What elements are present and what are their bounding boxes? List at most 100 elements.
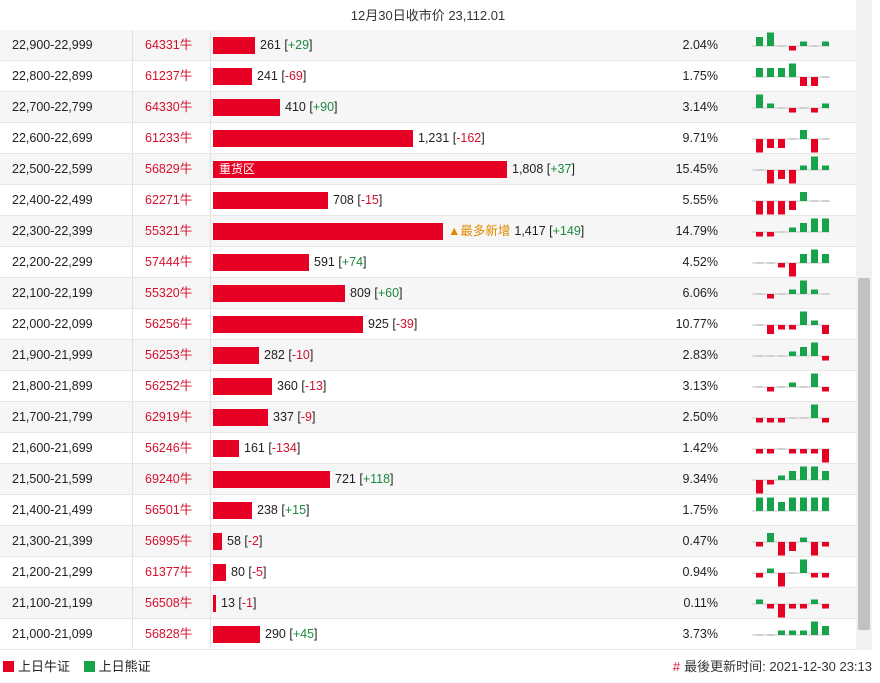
sparkline-bar — [756, 497, 763, 511]
sparkline-bar — [778, 355, 785, 357]
percentage: 2.04% — [682, 38, 718, 52]
count-change: +37 — [550, 162, 572, 176]
sparkline-bar — [778, 448, 785, 450]
bull-code-link[interactable]: 56256牛 — [145, 317, 193, 331]
history-sparkline — [752, 94, 830, 113]
column-divider — [132, 464, 133, 494]
bull-code-link[interactable]: 56246牛 — [145, 441, 193, 455]
sparkline-bar — [756, 293, 763, 295]
bull-code-link[interactable]: 61377牛 — [145, 565, 193, 579]
count-value: 58 [-2] — [227, 534, 263, 548]
bull-code-link[interactable]: 56829牛 — [145, 162, 193, 176]
count-change: -1 — [241, 596, 253, 610]
sparkline-bar — [778, 231, 785, 233]
sparkline-bar — [811, 218, 818, 232]
bull-code-link[interactable]: 56253牛 — [145, 348, 193, 362]
count-number: 721 — [335, 472, 356, 486]
percentage: 3.13% — [682, 379, 718, 393]
sparkline-bar — [778, 502, 785, 511]
column-divider — [210, 464, 211, 494]
scrollbar-thumb[interactable] — [858, 278, 870, 630]
sparkline-bar — [811, 342, 818, 356]
sparkline-bar — [800, 107, 807, 109]
sparkline-bar — [756, 169, 763, 171]
sparkline-bar — [822, 200, 829, 202]
count-number: 238 — [257, 503, 278, 517]
history-sparkline — [752, 497, 830, 512]
count-number: 1,417 — [514, 224, 546, 238]
sparkline-bar — [800, 254, 807, 263]
bull-code-link[interactable]: 64330牛 — [145, 100, 193, 114]
count-bar — [213, 440, 239, 457]
bull-code-link[interactable]: 56995牛 — [145, 534, 193, 548]
bull-code-link[interactable]: 64331牛 — [145, 38, 193, 52]
table-row: 21,900-21,999 56253牛 282 [-10] 2.83% — [0, 340, 856, 371]
sparkline-bar — [822, 471, 829, 480]
legend-bull-label: 上日牛证 — [18, 659, 71, 674]
sparkline-bar — [800, 417, 807, 419]
count-change: +149 — [552, 224, 581, 238]
table-row: 22,700-22,799 64330牛 410 [+90] 3.14% — [0, 92, 856, 123]
count-change: -69 — [284, 69, 303, 83]
bull-code-link[interactable]: 61233牛 — [145, 131, 193, 145]
count-number: 337 — [273, 410, 294, 424]
count-change: +15 — [284, 503, 307, 517]
sparkline-bar — [800, 537, 807, 542]
bull-code-link[interactable]: 56252牛 — [145, 379, 193, 393]
table-row: 21,500-21,599 69240牛 721 [+118] 9.34% — [0, 464, 856, 495]
column-divider — [210, 30, 211, 60]
bull-code-link[interactable]: 62919牛 — [145, 410, 193, 424]
column-divider — [132, 30, 133, 60]
count-bar — [213, 130, 413, 147]
sparkline-bar — [800, 449, 807, 454]
bull-code-link[interactable]: 55321牛 — [145, 224, 193, 238]
bull-code-link[interactable]: 69240牛 — [145, 472, 193, 486]
count-change: +60 — [377, 286, 400, 300]
sparkline-bar — [778, 45, 785, 47]
bull-code-link[interactable]: 62271牛 — [145, 193, 193, 207]
history-sparkline — [752, 621, 830, 636]
sparkline-bar — [778, 573, 785, 587]
column-divider — [132, 309, 133, 339]
sparkline-bar — [778, 542, 785, 556]
sparkline-bar — [756, 232, 763, 237]
price-range: 22,000-22,099 — [12, 317, 93, 331]
count-value: 13 [-1] — [221, 596, 257, 610]
sparkline-bar — [778, 201, 785, 215]
sparkline-bar — [789, 471, 796, 480]
sparkline-bar — [822, 356, 829, 361]
table-row: 22,800-22,899 61237牛 241 [-69] 1.75% — [0, 61, 856, 92]
bull-code-link[interactable]: 56501牛 — [145, 503, 193, 517]
column-divider — [132, 247, 133, 277]
column-divider — [210, 433, 211, 463]
history-sparkline — [752, 559, 830, 587]
column-divider — [210, 154, 211, 184]
sparkline-bar — [789, 325, 796, 330]
sparkline-bar — [767, 387, 774, 392]
count-change: +118 — [362, 472, 391, 486]
sparkline-bar — [822, 218, 829, 232]
bull-code-link[interactable]: 57444牛 — [145, 255, 193, 269]
column-divider — [210, 402, 211, 432]
history-sparkline — [752, 599, 830, 618]
sparkline-bar — [778, 386, 785, 388]
column-divider — [132, 619, 133, 649]
table-row: 21,400-21,499 56501牛 238 [+15] 1.75% — [0, 495, 856, 526]
sparkline-bar — [811, 77, 818, 86]
table-row: 22,500-22,599 56829牛 重货区 1,808 [+37] 15.45% — [0, 154, 856, 185]
price-range: 22,700-22,799 — [12, 100, 93, 114]
sparkline-bar — [789, 201, 796, 210]
sparkline-bar — [811, 573, 818, 578]
bull-code-link[interactable]: 55320牛 — [145, 286, 193, 300]
sparkline-bar — [822, 542, 829, 547]
column-divider — [132, 557, 133, 587]
scrollbar[interactable] — [856, 0, 872, 650]
sparkline-bar — [756, 37, 763, 46]
sparkline-bar — [756, 480, 763, 494]
bull-code-link[interactable]: 56508牛 — [145, 596, 193, 610]
price-range: 21,100-21,199 — [12, 596, 93, 610]
bull-code-link[interactable]: 56828牛 — [145, 627, 193, 641]
count-number: 241 — [257, 69, 278, 83]
bull-code-link[interactable]: 61237牛 — [145, 69, 193, 83]
table-row: 21,000-21,099 56828牛 290 [+45] 3.73% — [0, 619, 856, 650]
